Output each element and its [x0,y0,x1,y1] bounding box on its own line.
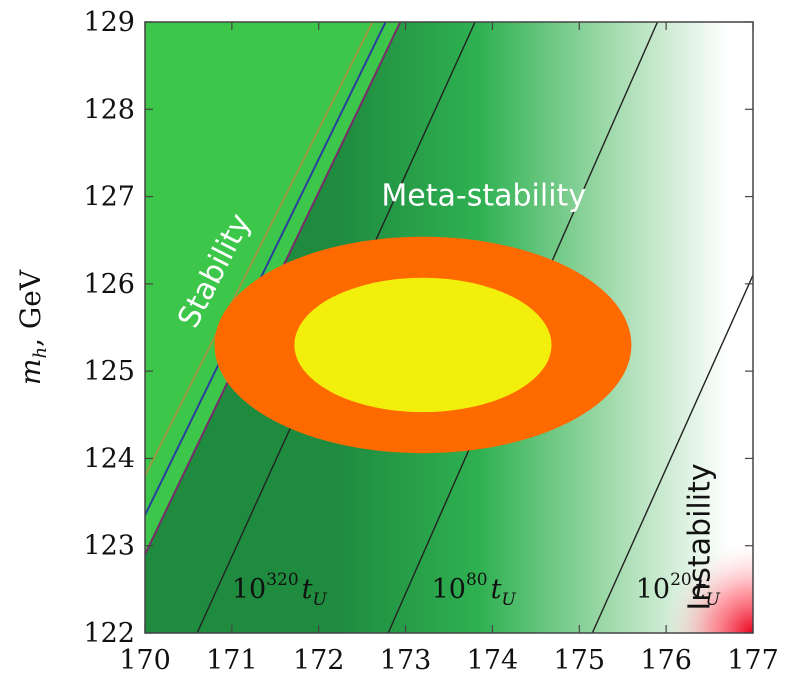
y-tick-label: 127 [83,182,135,213]
y-axis-ticks: 122 123 124 125 126 127 128 129 [83,7,753,649]
boundary-blue [145,22,387,516]
higgs-top-ellipses [214,236,632,454]
x-axis-ticks: 170 171 172 173 174 175 176 177 [119,22,779,676]
ellipse-1-sigma [294,277,552,413]
contour-label-unit-sub: U [313,590,328,610]
y-tick-label: 128 [83,94,135,125]
y-tick-label: 123 [83,531,135,562]
x-tick-label: 173 [380,645,432,676]
y-tick-label: 125 [83,356,135,387]
y-axis-label: mh, GeV [14,269,51,385]
x-tick-label: 172 [293,645,345,676]
contour-label-exponent: 20 [670,570,692,590]
x-tick-label: 175 [554,645,606,676]
x-tick-label: 176 [640,645,692,676]
contour-label-base: 10 [432,574,466,605]
contour-label-base: 10 [636,574,670,605]
contour-labels: 10320 tU 1080 tU 1020 tU [232,570,721,610]
contour-label-320: 10320 tU [232,570,328,610]
contour-label-20: 1020 tU [636,570,721,610]
y-axis-label-unit: , GeV [14,269,47,347]
region-label-meta-stability: Meta-stability [381,178,586,213]
contour-label-exponent: 80 [466,570,488,590]
contour-label-unit: t [491,574,502,605]
boundary-olive [145,22,374,477]
plot-area [145,22,753,633]
y-axis-label-main: m [14,359,47,386]
contour-label-80: 1080 tU [432,570,517,610]
x-tick-label: 170 [119,645,171,676]
x-tick-label: 171 [206,645,258,676]
y-tick-label: 129 [83,7,135,38]
y-tick-label: 122 [83,618,135,649]
y-axis-label-sub: h [30,347,51,359]
y-tick-label: 126 [83,269,135,300]
contour-line-20 [591,274,753,633]
region-label-instability: Instability [683,463,718,610]
contour-label-unit: t [302,574,313,605]
contour-label-unit-sub: U [706,590,721,610]
plot-frame [144,21,754,634]
contour-label-exponent: 320 [266,570,298,590]
x-tick-label: 174 [467,645,519,676]
y-tick-label: 124 [83,443,135,474]
contour-label-base: 10 [232,574,266,605]
contour-label-unit: t [695,574,706,605]
x-tick-label: 177 [727,645,779,676]
contour-label-unit-sub: U [501,590,516,610]
